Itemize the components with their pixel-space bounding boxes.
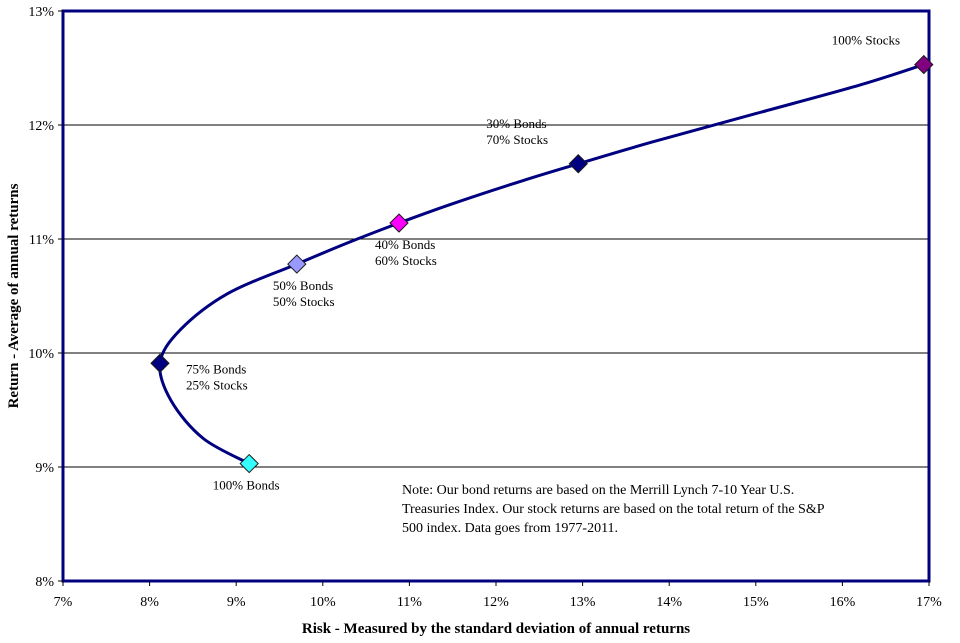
portfolio-point-label: 60% Stocks xyxy=(375,253,437,268)
y-tick-label: 8% xyxy=(35,575,54,590)
x-tick-label: 7% xyxy=(54,595,73,610)
x-tick-label: 11% xyxy=(397,595,422,610)
portfolio-point-label: 50% Bonds xyxy=(273,278,333,293)
note-line: Note: Our bond returns are based on the … xyxy=(402,483,794,498)
x-tick-label: 10% xyxy=(310,595,336,610)
portfolio-point-marker xyxy=(239,453,259,474)
portfolio-point-label: 75% Bonds xyxy=(186,361,246,376)
portfolio-point-marker xyxy=(568,154,588,174)
y-tick-label: 9% xyxy=(35,461,54,476)
portfolio-point-marker xyxy=(287,254,307,274)
note-line: 500 index. Data goes from 1977-2011. xyxy=(402,521,618,536)
portfolio-point-label: 100% Stocks xyxy=(832,33,900,48)
y-tick-label: 10% xyxy=(28,347,54,362)
x-tick-label: 16% xyxy=(830,595,856,610)
note-line: Treasuries Index. Our stock returns are … xyxy=(402,502,825,517)
axis-ticks: 8%9%10%11%12%13%7% 8% 9% 10% 11% 12% 13% 14% 15%… xyxy=(28,5,942,610)
gridlines xyxy=(63,124,929,468)
x-tick-label: 14% xyxy=(656,595,682,610)
x-tick-label: 9% xyxy=(227,595,246,610)
y-tick-label: 13% xyxy=(28,5,54,20)
y-tick-label: 11% xyxy=(29,233,54,248)
x-tick-label: 13% xyxy=(570,595,596,610)
x-tick-label: 12% xyxy=(483,595,509,610)
x-axis-title: Risk - Measured by the standard deviatio… xyxy=(302,621,690,637)
portfolio-point-label: 40% Bonds xyxy=(375,237,435,252)
y-axis-title: Return - Average of annual returns xyxy=(6,183,22,408)
x-tick-label: 8% xyxy=(140,595,159,610)
x-tick-label: 17% xyxy=(916,595,942,610)
portfolio-points xyxy=(150,54,934,474)
portfolio-point-label: 30% Bonds xyxy=(486,116,546,131)
portfolio-point-marker xyxy=(150,353,170,373)
y-tick-label: 12% xyxy=(28,119,54,134)
portfolio-point-marker xyxy=(389,213,409,233)
x-tick-label: 15% xyxy=(743,595,769,610)
portfolio-point-marker xyxy=(914,54,934,75)
note-text: Note: Our bond returns are based on the … xyxy=(402,483,825,536)
portfolio-point-label: 25% Stocks xyxy=(186,377,248,392)
portfolio-point-label: 100% Bonds xyxy=(213,478,280,493)
portfolio-point-label: 50% Stocks xyxy=(273,294,335,309)
portfolio-point-label: 70% Stocks xyxy=(486,132,548,147)
